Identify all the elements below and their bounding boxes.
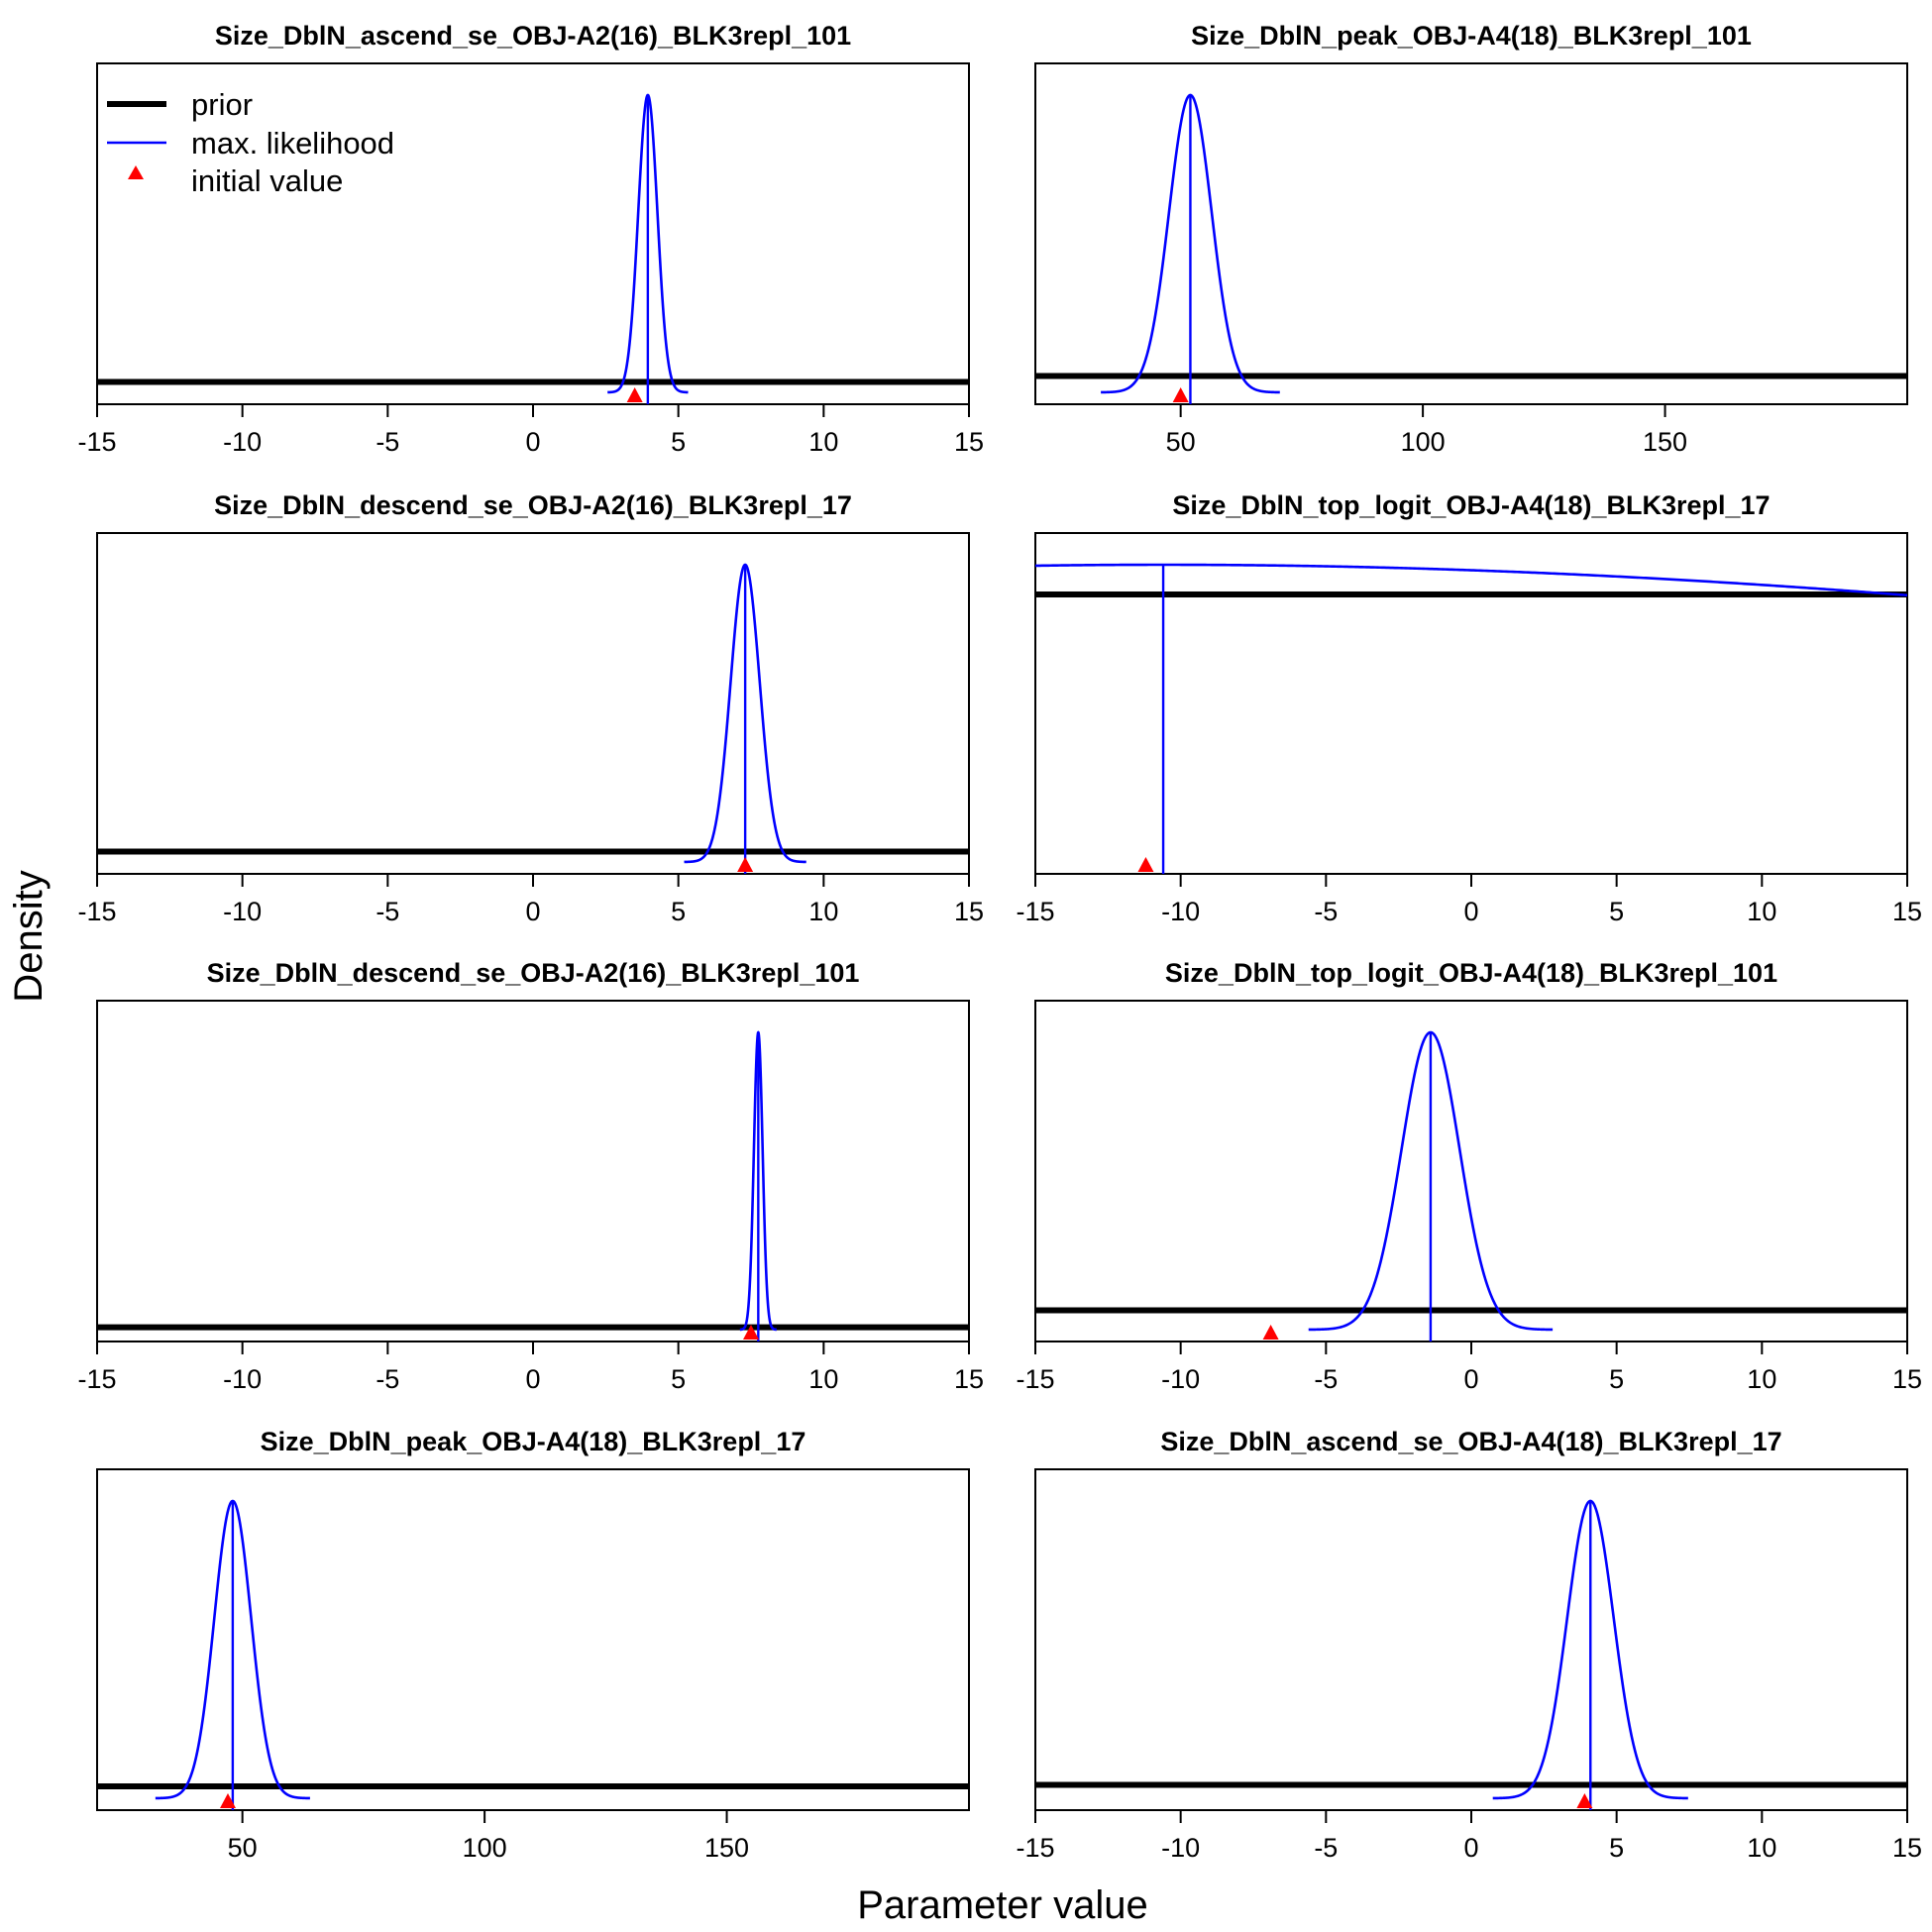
x-tick-label: 150 [704,1833,749,1863]
x-tick-label: 0 [1463,1364,1478,1394]
x-tick-label: 100 [463,1833,507,1863]
x-tick-label: -15 [77,1364,116,1394]
panel-title: Size_DblN_peak_OBJ-A4(18)_BLK3repl_17 [261,1427,806,1456]
x-tick-label: -15 [77,427,116,457]
x-tick-label: -10 [223,427,262,457]
x-tick-label: -10 [1161,1364,1200,1394]
plot-frame [1034,1468,1908,1811]
panel-5: Size_DblN_descend_se_OBJ-A2(16)_BLK3repl… [77,958,984,1394]
initial-value-marker [220,1793,236,1808]
panel-title: Size_DblN_descend_se_OBJ-A2(16)_BLK3repl… [214,490,852,520]
initial-value-marker [737,857,754,872]
plot-area [97,93,969,404]
x-tick-label: 15 [1892,1364,1922,1394]
panel-title: Size_DblN_ascend_se_OBJ-A2(16)_BLK3repl_… [215,21,851,51]
x-tick-label: 10 [808,427,838,457]
x-tick-label: -5 [376,897,399,926]
panel-title: Size_DblN_descend_se_OBJ-A2(16)_BLK3repl… [207,958,860,988]
x-tick-label: 0 [525,427,540,457]
x-tick-label: 0 [1463,1833,1478,1863]
plot-area [97,1030,969,1342]
x-tick-label: 15 [954,427,984,457]
y-axis-label: Density [7,870,51,1002]
panel-2: Size_DblN_peak_OBJ-A4(18)_BLK3repl_101 50… [1034,21,1908,457]
legend-label: prior [191,87,253,122]
x-tick-label: -10 [1161,1833,1200,1863]
x-tick-label: 5 [671,427,686,457]
x-tick-label: -15 [77,897,116,926]
x-tick-label: 5 [671,897,686,926]
plot-frame [1034,532,1908,875]
x-tick-label: 10 [1747,1833,1776,1863]
x-tick-label: 15 [954,897,984,926]
plot-frame [96,532,970,875]
x-tick-label: -15 [1016,897,1054,926]
plot-area [1035,93,1907,404]
panel-title: Size_DblN_peak_OBJ-A4(18)_BLK3repl_101 [1191,21,1752,51]
panel-8: Size_DblN_ascend_se_OBJ-A4(18)_BLK3repl_… [1016,1427,1922,1863]
x-tick-label: 50 [1166,427,1196,457]
x-tick-label: -5 [1314,897,1338,926]
panel-title: Size_DblN_ascend_se_OBJ-A4(18)_BLK3repl_… [1160,1427,1781,1456]
x-tick-label: -5 [1314,1364,1338,1394]
x-tick-label: -5 [376,427,399,457]
initial-value-marker [1262,1325,1279,1340]
initial-value-marker [743,1325,759,1340]
plot-frame [96,1000,970,1342]
panel-4: Size_DblN_top_logit_OBJ-A4(18)_BLK3repl_… [1016,490,1922,926]
x-tick-label: 100 [1401,427,1446,457]
plot-area [1035,563,1907,874]
x-axis-label: Parameter value [857,1883,1147,1927]
x-tick-label: 150 [1643,427,1687,457]
x-tick-label: 50 [228,1833,258,1863]
initial-value-marker [1576,1793,1593,1808]
initial-value-marker [626,387,643,402]
x-tick-label: 10 [808,1364,838,1394]
plot-area [97,1499,969,1810]
x-tick-label: 5 [671,1364,686,1394]
x-tick-label: 10 [1747,1364,1776,1394]
x-tick-label: -10 [223,1364,262,1394]
x-tick-label: 5 [1609,897,1624,926]
initial-value-marker [1172,387,1189,402]
x-tick-label: 15 [1892,1833,1922,1863]
x-tick-label: 15 [1892,897,1922,926]
initial-value-marker [1137,857,1154,872]
legend-label: max. likelihood [191,126,394,161]
x-tick-label: -10 [1161,897,1200,926]
legend-initial-swatch [128,165,144,179]
panel-1: Size_DblN_ascend_se_OBJ-A2(16)_BLK3repl_… [77,21,984,457]
plot-frame [1034,1000,1908,1342]
legend-label: initial value [191,163,343,198]
x-tick-label: 0 [525,1364,540,1394]
panel-3: Size_DblN_descend_se_OBJ-A2(16)_BLK3repl… [77,490,984,926]
panel-6: Size_DblN_top_logit_OBJ-A4(18)_BLK3repl_… [1016,958,1922,1394]
panel-title: Size_DblN_top_logit_OBJ-A4(18)_BLK3repl_… [1165,958,1777,988]
panel-title: Size_DblN_top_logit_OBJ-A4(18)_BLK3repl_… [1172,490,1770,520]
x-tick-label: 5 [1609,1364,1624,1394]
x-tick-label: -5 [376,1364,399,1394]
plot-frame [96,1468,970,1811]
x-tick-label: 5 [1609,1833,1624,1863]
plot-area [1035,1030,1907,1342]
x-tick-label: -15 [1016,1364,1054,1394]
x-tick-label: 10 [1747,897,1776,926]
x-tick-label: -5 [1314,1833,1338,1863]
x-tick-label: 15 [954,1364,984,1394]
x-tick-label: 10 [808,897,838,926]
x-tick-label: 0 [525,897,540,926]
plot-area [97,563,969,874]
x-tick-label: -10 [223,897,262,926]
panel-7: Size_DblN_peak_OBJ-A4(18)_BLK3repl_17 50 1… [96,1427,970,1863]
x-tick-label: 0 [1463,897,1478,926]
plot-area [1035,1499,1907,1810]
x-tick-label: -15 [1016,1833,1054,1863]
mle-curve [1035,563,1907,597]
